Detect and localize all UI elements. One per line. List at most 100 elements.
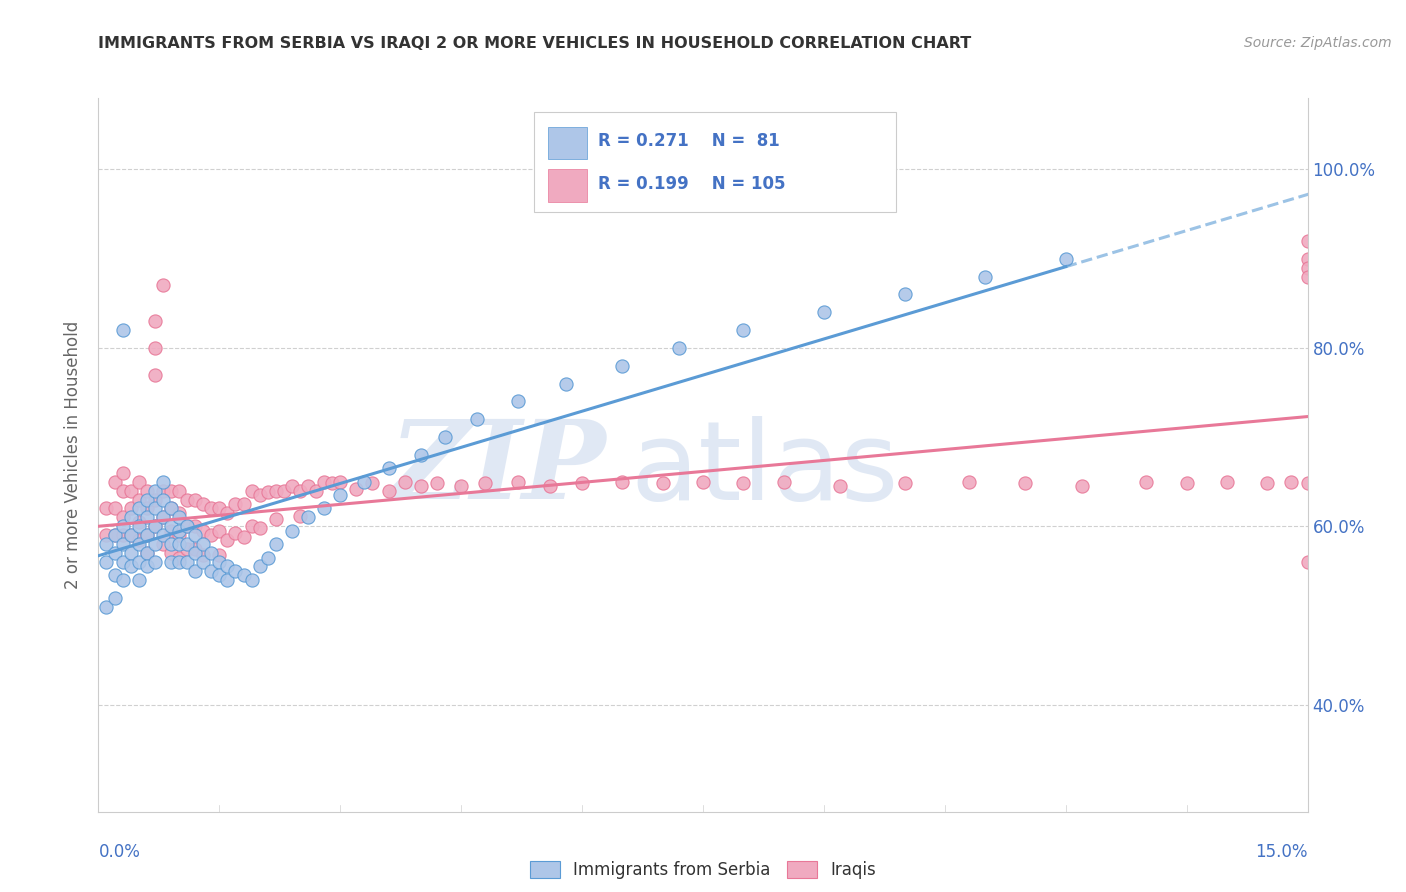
Point (193, 555, 215, 569)
Point (135, 528, 157, 542)
Point (143, 341, 166, 355)
Point (135, 546, 157, 560)
Point (184, 541, 207, 556)
Point (128, 492, 150, 507)
Point (273, 483, 295, 498)
Point (128, 475, 150, 489)
Point (167, 506, 190, 520)
Point (474, 476, 496, 491)
Point (249, 559, 271, 574)
Point (111, 555, 134, 569)
Point (111, 519, 134, 533)
Point (111, 466, 134, 480)
Text: 15.0%: 15.0% (1256, 843, 1308, 861)
Point (143, 501, 166, 516)
Point (96, 501, 118, 516)
Point (152, 483, 174, 498)
Point (217, 506, 239, 520)
Point (893, 287, 915, 301)
Point (128, 573, 150, 587)
Point (143, 314, 166, 328)
Point (103, 475, 125, 489)
Point (208, 524, 231, 538)
Point (111, 510, 134, 524)
Point (329, 488, 352, 502)
Point (152, 278, 174, 293)
Point (135, 528, 157, 542)
Point (361, 476, 384, 491)
Point (692, 475, 714, 489)
Point (208, 501, 231, 516)
Point (160, 555, 183, 569)
Point (176, 537, 198, 551)
Point (200, 501, 222, 516)
Point (135, 492, 157, 507)
Y-axis label: 2 or more Vehicles in Household: 2 or more Vehicles in Household (65, 321, 83, 589)
Point (167, 537, 190, 551)
Point (377, 461, 399, 475)
Point (506, 394, 529, 409)
Point (264, 512, 287, 526)
Point (314, 475, 336, 489)
Point (1296, 269, 1319, 284)
Point (394, 475, 416, 489)
Point (297, 479, 319, 493)
Point (103, 528, 125, 542)
Point (193, 548, 215, 562)
Point (184, 492, 207, 507)
Point (288, 483, 311, 498)
Point (176, 541, 198, 556)
Point (120, 528, 142, 542)
Point (135, 559, 157, 574)
Point (828, 479, 851, 493)
Point (135, 546, 157, 560)
Point (224, 564, 246, 578)
Point (224, 497, 246, 511)
Point (1296, 252, 1319, 266)
Point (143, 555, 166, 569)
Point (152, 492, 174, 507)
FancyBboxPatch shape (534, 112, 897, 212)
Point (240, 483, 263, 498)
Point (297, 510, 319, 524)
Point (450, 479, 472, 493)
Point (152, 510, 174, 524)
Point (103, 546, 125, 560)
Point (506, 475, 529, 489)
Point (232, 568, 254, 582)
Point (772, 475, 794, 489)
Point (232, 530, 254, 544)
Point (128, 537, 150, 551)
Point (200, 564, 222, 578)
Point (143, 483, 166, 498)
Point (160, 524, 183, 538)
Point (135, 510, 157, 524)
Point (1175, 476, 1198, 491)
Point (160, 537, 183, 551)
Point (160, 519, 183, 533)
Point (1070, 479, 1092, 493)
Point (1296, 234, 1319, 248)
Point (1296, 555, 1319, 569)
Point (176, 492, 198, 507)
Point (974, 269, 997, 284)
Point (1296, 476, 1319, 491)
Point (217, 573, 239, 587)
Point (103, 591, 125, 605)
Point (434, 430, 457, 444)
Point (555, 376, 578, 391)
Point (1054, 252, 1077, 266)
Point (1256, 476, 1278, 491)
Point (200, 546, 222, 560)
Point (152, 537, 174, 551)
Point (152, 528, 174, 542)
Point (1281, 475, 1303, 489)
Text: Source: ZipAtlas.com: Source: ZipAtlas.com (1244, 36, 1392, 50)
Point (143, 537, 166, 551)
Point (167, 510, 190, 524)
Point (813, 305, 835, 319)
Point (1014, 476, 1036, 491)
Point (120, 510, 142, 524)
Point (96, 528, 118, 542)
Point (96, 555, 118, 569)
